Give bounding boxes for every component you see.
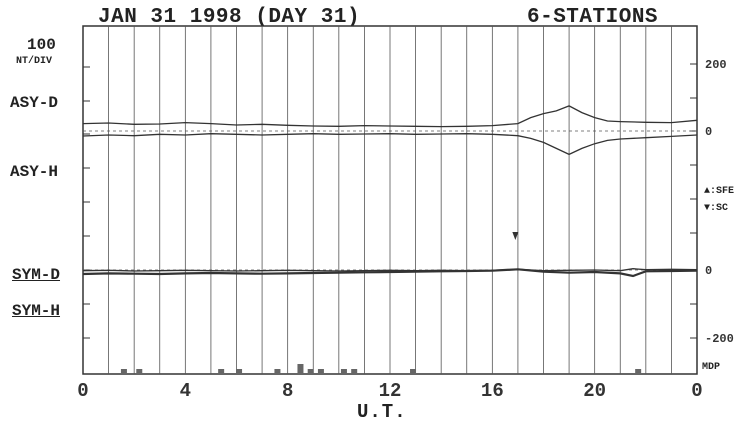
- series-sym-h: [82, 268, 698, 278]
- series-sym-d: [82, 268, 698, 272]
- scale-value: 100: [27, 36, 56, 54]
- x-tick-label: 0: [77, 380, 88, 402]
- x-tick-label: 16: [481, 380, 504, 402]
- mdp-bar: [635, 369, 642, 374]
- mdp-label: MDP: [702, 362, 721, 373]
- mdp-bar: [136, 369, 143, 374]
- mdp-bar: [351, 369, 358, 374]
- x-tick-label: 8: [282, 380, 293, 402]
- mdp-bar: [317, 369, 324, 374]
- mdp-bar: [410, 369, 417, 374]
- chart-title: JAN 31 1998 (DAY 31): [98, 6, 361, 29]
- right-axis-label: -200: [705, 332, 734, 346]
- station-count: 6-STATIONS: [527, 6, 659, 29]
- label-sym-h: SYM-H: [12, 302, 61, 320]
- mdp-bar: [297, 364, 304, 374]
- x-axis-label: U.T.: [357, 401, 407, 423]
- scale-unit: NT/DIV: [16, 56, 53, 67]
- label-sym-d: SYM-D: [12, 266, 61, 284]
- series-asy-d: [82, 105, 698, 128]
- label-asy-d: ASY-D: [10, 94, 59, 112]
- x-tick-label: 20: [583, 380, 606, 402]
- right-axis-label: 0: [705, 264, 712, 278]
- mdp-bar: [236, 369, 243, 374]
- mdp-bar: [340, 369, 347, 374]
- series-asy-h: [82, 133, 698, 156]
- mdp-bar: [274, 369, 281, 374]
- legend-sfe: ▲:SFE: [704, 186, 735, 197]
- x-tick-label: 4: [180, 380, 191, 402]
- sc-event-marker: [512, 232, 519, 240]
- legend-sc: ▼:SC: [704, 203, 729, 214]
- x-tick-label: 0: [691, 380, 702, 402]
- mdp-bar: [218, 369, 225, 374]
- right-axis-label: 200: [705, 58, 727, 72]
- mdp-bar: [120, 369, 127, 374]
- right-axis-label: 0: [705, 125, 712, 139]
- label-asy-h: ASY-H: [10, 163, 59, 181]
- mdp-bar: [307, 369, 314, 374]
- x-tick-label: 12: [379, 380, 402, 402]
